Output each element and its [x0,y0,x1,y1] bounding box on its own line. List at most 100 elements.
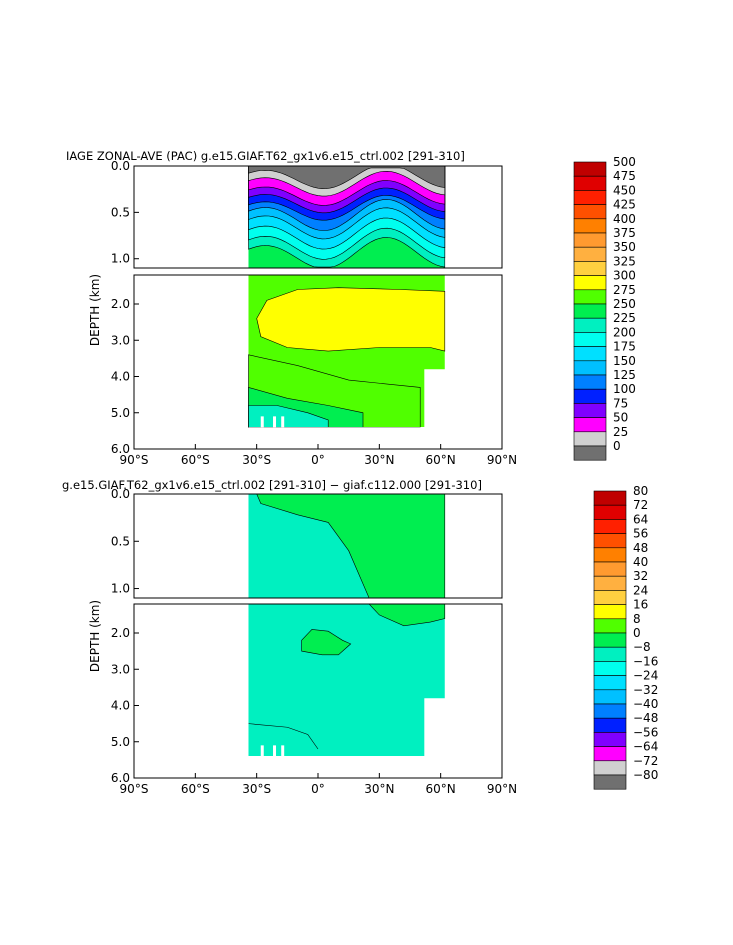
y-tick-label: 1.0 [111,252,130,266]
colorbar-label: 200 [613,325,636,339]
colorbar-label: −64 [633,740,658,754]
contour-band [248,604,445,756]
colorbar-swatch [573,374,607,390]
land-mask [248,756,445,778]
colorbar-label: 56 [633,527,648,541]
colorbar-swatch [573,204,607,220]
colorbar-swatch [593,675,627,691]
age-zonal-average-plot: IAGE ZONAL-AVE (PAC) g.e15.GIAF.T62_gx1v… [66,149,636,467]
colorbar-swatch [593,575,627,591]
y-tick-label: 6.0 [111,771,130,785]
colorbar-label: −72 [633,754,658,768]
colorbar-label: 150 [613,354,636,368]
contour-band [256,494,446,598]
colorbar-label: 16 [633,598,648,612]
colorbar-swatch [593,519,627,534]
colorbar-label: 400 [613,212,636,226]
y-tick-label: 4.0 [111,370,130,384]
land-mask [273,745,277,757]
colorbar-label: 80 [633,484,648,498]
x-tick-label: 90°S [120,782,149,796]
land-mask [260,745,264,757]
colorbar-swatch [573,431,607,447]
x-tick-label: 60°S [181,782,210,796]
colorbar-swatch [593,760,627,776]
y-tick-label: 3.0 [111,662,130,676]
colorbar-swatch [593,561,627,577]
y-tick-label: 3.0 [111,333,130,347]
colorbar-swatch [573,246,607,262]
chart-title: IAGE ZONAL-AVE (PAC) g.e15.GIAF.T62_gx1v… [66,149,465,163]
colorbar-swatch [593,703,627,719]
difference-plot: g.e15.GIAF.T62_gx1v6.e15_ctrl.002 [291-3… [62,478,658,796]
colorbar-swatch [593,590,627,605]
colorbar-label: 375 [613,226,636,240]
colorbar-label: 100 [613,382,636,396]
deep-ocean-contours [248,604,447,778]
upper-panel-frame [133,493,503,599]
colorbar-label: −48 [633,711,658,725]
colorbar-swatch [593,618,627,634]
colorbar-label: 50 [613,411,628,425]
colorbar-label: −80 [633,768,658,782]
colorbar-label: 0 [613,439,621,453]
colorbar-swatch [573,445,607,461]
colorbar-swatch [593,604,627,620]
y-axis-label: DEPTH (km) [88,274,102,346]
colorbar-label: −16 [633,654,658,668]
colorbar-swatch [573,289,607,305]
colorbar-swatch [573,317,607,333]
colorbar-label: 72 [633,498,648,512]
colorbar-label: −32 [633,683,658,697]
land-mask [273,416,277,428]
colorbar-swatch [573,261,607,276]
colorbar-label: 500 [613,155,636,169]
colorbar-label: 325 [613,254,636,268]
colorbar-swatch [573,303,607,319]
y-tick-label: 0.5 [111,534,130,548]
colorbar-label: −56 [633,725,658,739]
x-tick-label: 60°N [426,782,456,796]
colorbar-label: 0 [633,626,641,640]
y-axis-label: DEPTH (km) [88,600,102,672]
x-tick-label: 30°N [364,453,394,467]
x-tick-labels: 90°S 60°S 30°S 0° 30°N 60°N 90°N [120,444,517,467]
colorbar-label: 450 [613,183,636,197]
colorbar-label: 225 [613,311,636,325]
colorbar-swatch [573,232,607,248]
colorbar-swatch [573,175,607,191]
x-tick-label: 30°S [242,782,271,796]
y-tick-label: 4.0 [111,699,130,713]
y-tick-label: 2.0 [111,626,130,640]
upper-depth-contours [248,494,446,598]
y-tick-label: 6.0 [111,442,130,456]
upper-depth-contours [248,166,446,268]
x-tick-label: 90°N [487,453,517,467]
colorbar-label: 40 [633,555,648,569]
x-tick-label: 30°S [242,453,271,467]
y-tick-labels: 0.0 0.5 1.0 2.0 3.0 4.0 5.0 6.0 [111,159,139,456]
colorbar-label: 350 [613,240,636,254]
colorbar-swatch [593,547,627,563]
x-tick-label: 0° [311,782,325,796]
chart-title: g.e15.GIAF.T62_gx1v6.e15_ctrl.002 [291-3… [62,478,482,492]
colorbar-swatch [573,388,607,404]
colorbar-label: 275 [613,283,636,297]
colorbar: 5004754504254003753503253002752502252001… [573,155,636,461]
colorbar-swatch [593,689,627,705]
colorbar-label: 475 [613,169,636,183]
y-tick-label: 0.0 [111,159,130,173]
colorbar-swatch [593,732,627,747]
colorbar-swatch [573,275,607,291]
land-mask [424,698,447,760]
colorbar-swatch [593,746,627,762]
colorbar-swatch [593,490,627,506]
colorbar-label: −8 [633,640,651,654]
y-tick-labels: 0.0 0.5 1.0 2.0 3.0 4.0 5.0 6.0 [111,487,139,785]
contour-band [368,604,446,627]
colorbar-swatch [573,417,607,433]
y-tick-label: 5.0 [111,406,130,420]
x-tick-labels: 90°S 60°S 30°S 0° 30°N 60°N 90°N [120,773,517,796]
colorbar-label: 175 [613,340,636,354]
